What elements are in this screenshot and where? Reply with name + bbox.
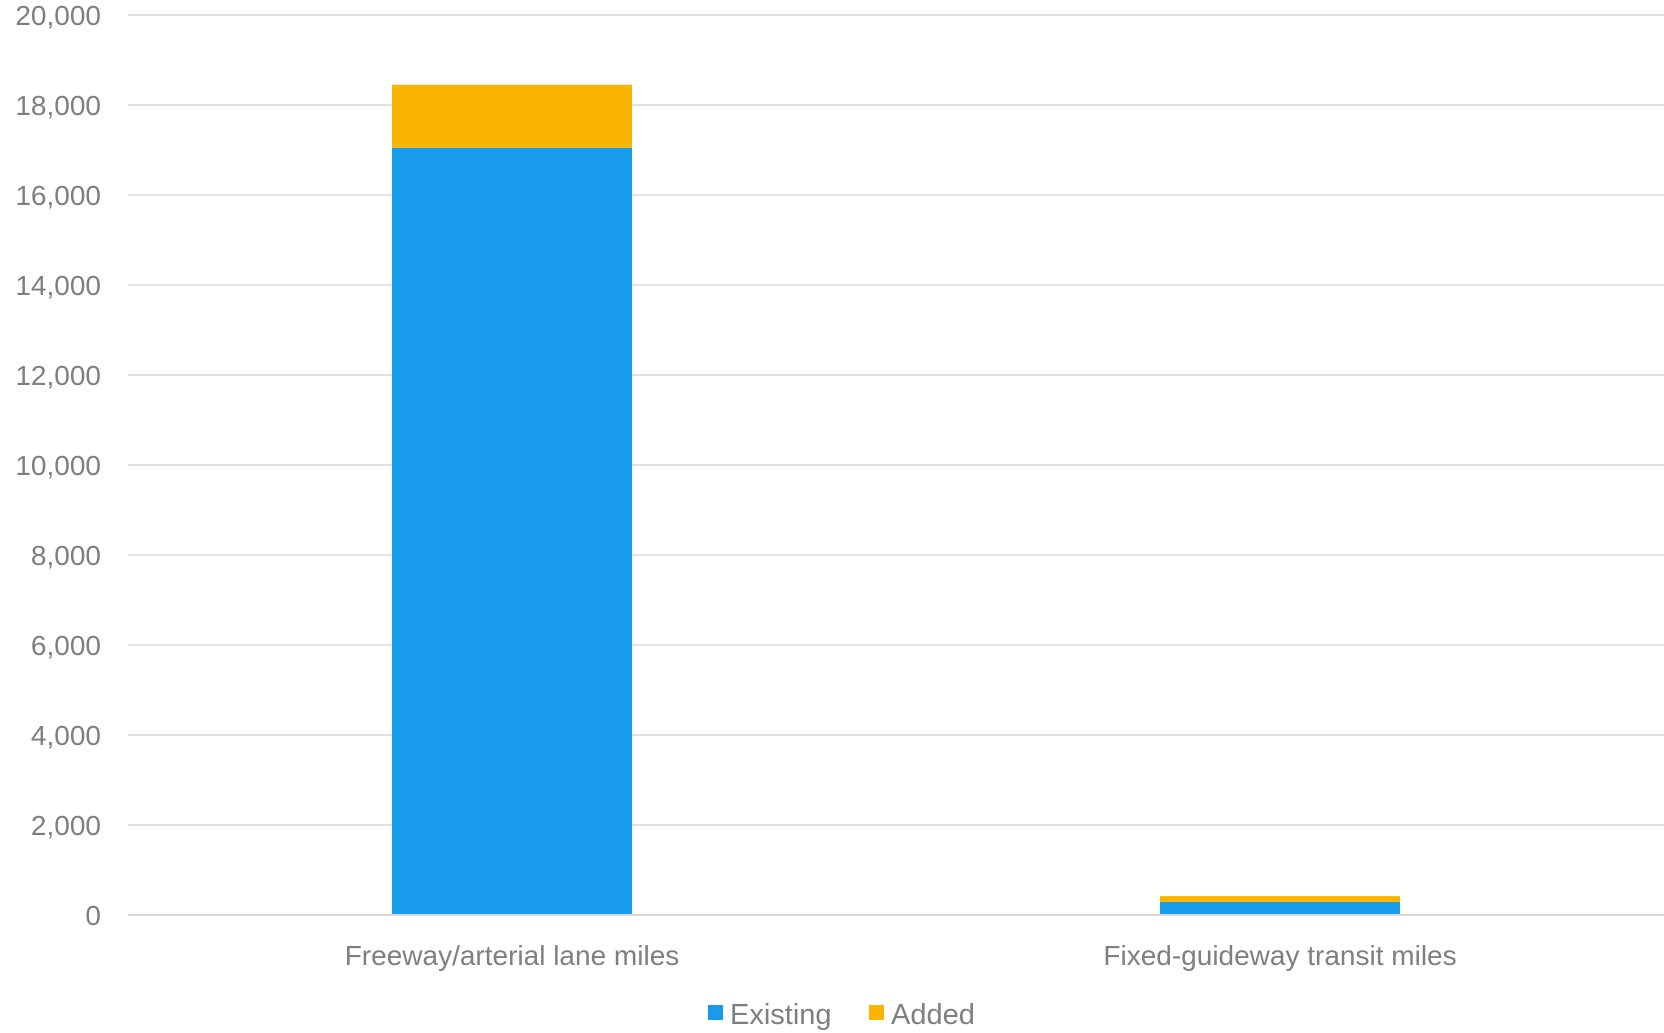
y-tick-label: 2,000 [31, 810, 101, 841]
bar-existing-1 [1160, 901, 1400, 915]
y-tick-label: 4,000 [31, 720, 101, 751]
y-tick-label: 20,000 [15, 0, 101, 31]
gridlines [128, 14, 1664, 826]
legend-label-existing: Existing [730, 999, 832, 1031]
legend-swatch-existing [708, 1005, 723, 1020]
legend-label-added: Added [891, 999, 975, 1031]
y-tick-label: 10,000 [15, 450, 101, 481]
y-tick-label: 16,000 [15, 180, 101, 211]
y-tick-label: 18,000 [15, 90, 101, 121]
bar-existing-0 [392, 147, 632, 915]
legend-swatch-added [869, 1005, 884, 1020]
y-tick-label: 0 [85, 900, 101, 931]
y-axis-tick-labels: 0 2,000 4,000 6,000 8,000 10,000 12,000 14,000 1… [15, 0, 101, 931]
y-tick-label: 12,000 [15, 360, 101, 391]
bar-added-0 [392, 84, 632, 148]
category-label: Fixed-guideway transit miles [1103, 940, 1456, 971]
y-tick-label: 8,000 [31, 540, 101, 571]
y-tick-label: 14,000 [15, 270, 101, 301]
y-tick-label: 6,000 [31, 630, 101, 661]
bars [392, 84, 1400, 915]
bar-added-1 [1160, 896, 1400, 902]
category-label: Freeway/arterial lane miles [345, 940, 680, 971]
legend: Existing Added [708, 999, 975, 1031]
category-labels: Freeway/arterial lane miles Fixed-guidewa… [345, 940, 1457, 971]
